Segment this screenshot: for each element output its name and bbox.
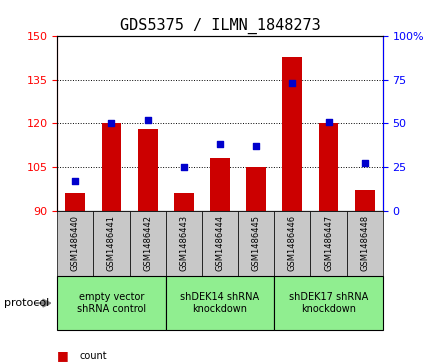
Bar	[57, 276, 166, 330]
Text: GSM1486443: GSM1486443	[180, 215, 188, 271]
Bar	[102, 123, 121, 211]
Text: GSM1486441: GSM1486441	[107, 215, 116, 271]
Bar	[202, 211, 238, 276]
Bar	[57, 211, 93, 276]
Point	[216, 142, 224, 147]
Text: protocol: protocol	[4, 298, 50, 308]
Bar	[138, 129, 158, 211]
Text: ■: ■	[57, 349, 69, 362]
Text: GSM1486447: GSM1486447	[324, 215, 333, 271]
Bar	[210, 158, 230, 211]
Bar	[274, 276, 383, 330]
Point	[361, 160, 368, 166]
Text: GDS5375 / ILMN_1848273: GDS5375 / ILMN_1848273	[120, 18, 320, 34]
Text: GSM1486444: GSM1486444	[216, 215, 224, 271]
Bar	[238, 211, 274, 276]
Text: shDEK14 shRNA
knockdown: shDEK14 shRNA knockdown	[180, 292, 260, 314]
Point	[325, 119, 332, 125]
Text: empty vector
shRNA control: empty vector shRNA control	[77, 292, 146, 314]
Bar	[319, 123, 338, 211]
Point	[108, 121, 115, 126]
Bar	[129, 211, 166, 276]
Text: GSM1486446: GSM1486446	[288, 215, 297, 271]
Bar	[166, 276, 274, 330]
Bar	[347, 211, 383, 276]
Point	[253, 143, 260, 149]
Text: shDEK17 shRNA
knockdown: shDEK17 shRNA knockdown	[289, 292, 368, 314]
Text: count: count	[79, 351, 107, 361]
Bar	[66, 193, 85, 211]
Bar	[282, 57, 302, 211]
Bar	[311, 211, 347, 276]
Text: GSM1486448: GSM1486448	[360, 215, 369, 271]
Point	[72, 178, 79, 184]
Bar	[174, 193, 194, 211]
Bar	[93, 211, 129, 276]
Point	[289, 81, 296, 86]
Text: GSM1486440: GSM1486440	[71, 215, 80, 271]
Point	[180, 164, 187, 170]
Point	[144, 117, 151, 123]
Bar	[166, 211, 202, 276]
Bar	[246, 167, 266, 211]
Text: GSM1486445: GSM1486445	[252, 215, 260, 271]
Bar	[274, 211, 311, 276]
Bar	[355, 190, 375, 211]
Text: GSM1486442: GSM1486442	[143, 215, 152, 271]
